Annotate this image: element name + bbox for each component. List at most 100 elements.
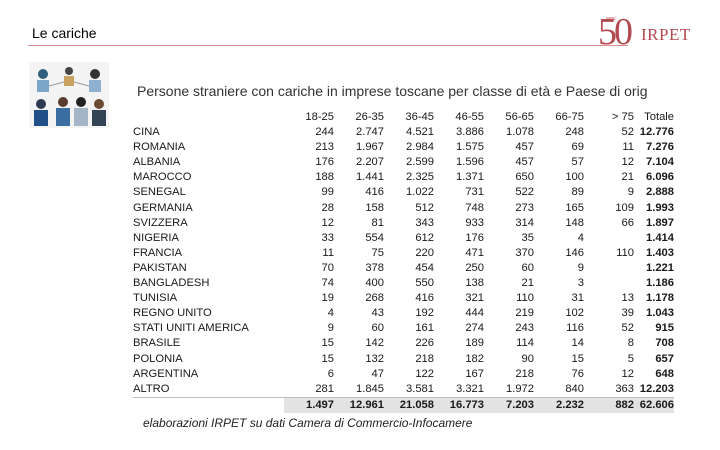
value-cell: 176 — [465, 231, 484, 244]
table-header-row: 18-25 26-35 36-45 46-55 56-65 66-75 > 75… — [133, 110, 674, 125]
value-cell: 1.575 — [456, 141, 484, 154]
title-divider — [28, 45, 628, 46]
country-cell: ROMANIA — [133, 141, 186, 154]
value-cell: 66 — [621, 216, 634, 229]
value-cell: 70 — [321, 261, 334, 274]
table-row: ROMANIA 213 1.967 2.984 1.575 457 69 11 7.276 — [133, 140, 674, 155]
country-cell: TUNISIA — [133, 292, 178, 305]
value-cell: 142 — [365, 337, 384, 350]
total-cell: 21.058 — [384, 396, 434, 413]
value-cell: 416 — [365, 186, 384, 199]
logo-number: 50 — [598, 11, 633, 53]
value-cell: 218 — [415, 352, 434, 365]
value-cell: 192 — [415, 307, 434, 320]
value-cell: 363 — [615, 382, 634, 395]
value-cell: 75 — [371, 246, 384, 259]
slide-subtitle: Persone straniere con cariche in imprese… — [137, 83, 648, 99]
page-title: Le cariche — [32, 25, 97, 41]
value-cell: 1.972 — [506, 382, 534, 395]
total-cell: 62.606 — [634, 396, 674, 413]
value-cell: 2.325 — [406, 171, 434, 184]
country-cell: STATI UNITI AMERICA — [133, 322, 249, 335]
value-cell: 2.984 — [406, 141, 434, 154]
value-cell: 9 — [327, 322, 334, 335]
value-cell: 220 — [415, 246, 434, 259]
country-cell: BRASILE — [133, 337, 181, 350]
value-cell: 457 — [515, 141, 534, 154]
row-total-cell: 708 — [655, 337, 674, 350]
row-total-cell: 1.897 — [646, 216, 674, 229]
value-cell: 250 — [465, 261, 484, 274]
value-cell: 281 — [315, 382, 334, 395]
value-cell: 110 — [516, 292, 534, 305]
row-total-cell: 2.888 — [646, 186, 674, 199]
value-cell: 457 — [515, 156, 534, 169]
value-cell: 13 — [621, 292, 634, 305]
people-collage-icon — [29, 62, 109, 128]
value-cell: 60 — [521, 261, 534, 274]
column-header: > 75 — [611, 111, 634, 123]
row-total-cell: 1.186 — [646, 277, 674, 290]
value-cell: 3.581 — [406, 382, 434, 395]
value-cell: 1.078 — [506, 126, 534, 139]
value-cell: 416 — [415, 292, 434, 305]
value-cell: 138 — [465, 277, 484, 290]
value-cell: 5 — [627, 352, 634, 365]
row-total-cell: 7.104 — [646, 156, 674, 169]
table-row: ALBANIA 176 2.207 2.599 1.596 457 57 12 7.104 — [133, 155, 674, 170]
table-row: PAKISTAN 70 378 454 250 60 9 1.221 — [133, 261, 674, 276]
value-cell: 21 — [521, 277, 534, 290]
value-cell: 39 — [621, 307, 634, 320]
value-cell: 12 — [621, 367, 634, 380]
value-cell: 132 — [365, 352, 384, 365]
value-cell: 12 — [621, 156, 634, 169]
row-total-cell: 648 — [655, 367, 674, 380]
value-cell: 11 — [322, 246, 334, 259]
table-row: SENEGAL 99 416 1.022 731 522 89 9 2.888 — [133, 185, 674, 200]
country-cell: BANGLADESH — [133, 277, 210, 290]
row-total-cell: 1.403 — [646, 246, 674, 259]
value-cell: 74 — [321, 277, 334, 290]
value-cell: 12 — [321, 216, 334, 229]
total-cell: 2.232 — [534, 396, 584, 413]
value-cell: 2.747 — [356, 126, 384, 139]
row-total-cell: 1.043 — [646, 307, 674, 320]
value-cell: 90 — [521, 352, 534, 365]
table-row: MAROCCO 188 1.441 2.325 1.371 650 100 21 6.096 — [133, 170, 674, 185]
value-cell — [584, 276, 634, 291]
value-cell: 226 — [415, 337, 434, 350]
column-header: 66-75 — [555, 111, 584, 123]
data-table: 18-25 26-35 36-45 46-55 56-65 66-75 > 75… — [133, 110, 674, 413]
value-cell: 189 — [465, 337, 484, 350]
country-cell: MAROCCO — [133, 171, 192, 184]
country-cell: SENEGAL — [133, 186, 186, 199]
value-cell — [584, 261, 634, 276]
value-cell: 43 — [371, 307, 384, 320]
value-cell: 218 — [515, 367, 534, 380]
value-cell: 840 — [565, 382, 584, 395]
value-cell: 8 — [627, 337, 634, 350]
total-cell: 7.203 — [484, 396, 534, 413]
value-cell: 15 — [571, 352, 584, 365]
value-cell: 273 — [515, 201, 534, 214]
value-cell: 116 — [566, 322, 584, 335]
value-cell: 4.521 — [406, 126, 434, 139]
value-cell: 1.022 — [406, 186, 434, 199]
value-cell: 748 — [465, 201, 484, 214]
value-cell: 31 — [571, 292, 584, 305]
value-cell: 161 — [415, 322, 434, 335]
value-cell: 182 — [465, 352, 484, 365]
column-header: 36-45 — [405, 111, 434, 123]
value-cell: 2.599 — [406, 156, 434, 169]
value-cell: 47 — [371, 367, 384, 380]
value-cell: 650 — [515, 171, 534, 184]
value-cell: 165 — [565, 201, 584, 214]
value-cell: 512 — [415, 201, 434, 214]
value-cell: 15 — [321, 352, 334, 365]
column-header: 46-55 — [455, 111, 484, 123]
header-blank — [133, 110, 284, 125]
table-row: NIGERIA 33 554 612 176 35 4 1.414 — [133, 231, 674, 246]
value-cell: 554 — [365, 231, 384, 244]
value-cell: 321 — [465, 292, 484, 305]
value-cell: 471 — [465, 246, 484, 259]
